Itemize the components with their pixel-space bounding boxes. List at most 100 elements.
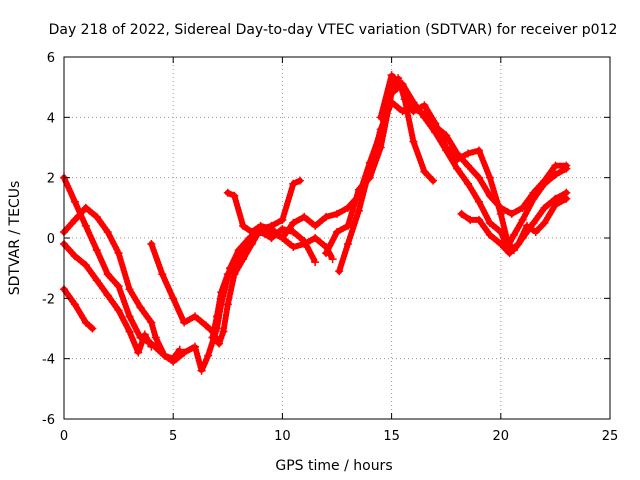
data-point <box>540 218 549 227</box>
data-point <box>81 261 90 270</box>
data-point <box>505 249 514 258</box>
data-point <box>523 221 532 230</box>
data-point <box>125 312 134 321</box>
series-line-markers <box>224 75 437 241</box>
data-point <box>175 345 184 354</box>
data-point <box>453 164 462 173</box>
data-point <box>267 224 276 233</box>
data-point <box>387 71 396 80</box>
data-point <box>398 107 407 116</box>
data-point <box>540 176 549 185</box>
series-track-5 <box>147 176 304 348</box>
data-point <box>136 303 145 312</box>
data-point <box>92 276 101 285</box>
data-point <box>223 270 232 279</box>
y-tick-label: -2 <box>42 292 55 307</box>
data-point <box>70 197 79 206</box>
data-point <box>457 209 466 218</box>
data-point <box>562 194 571 203</box>
x-tick-label: 5 <box>169 429 177 444</box>
data-point <box>245 237 254 246</box>
x-tick-label: 0 <box>60 429 68 444</box>
data-point <box>295 176 304 185</box>
data-point <box>551 161 560 170</box>
series-line-core <box>337 101 568 273</box>
data-point <box>442 143 451 152</box>
data-point <box>81 203 90 212</box>
data-point <box>256 221 265 230</box>
data-point <box>343 240 352 249</box>
data-point <box>201 321 210 330</box>
y-tick-label: 0 <box>47 232 55 247</box>
data-point <box>335 267 344 276</box>
data-point <box>485 173 494 182</box>
x-tick-label: 20 <box>493 429 510 444</box>
data-point <box>453 155 462 164</box>
data-point <box>333 209 341 218</box>
data-point <box>223 300 232 309</box>
data-point <box>518 203 527 212</box>
data-point <box>92 246 101 255</box>
data-point <box>289 179 298 188</box>
data-point <box>466 215 475 224</box>
series-line-markers <box>61 174 319 374</box>
x-tick-label: 15 <box>383 429 400 444</box>
y-axis-label: SDTVAR / TECUs <box>7 181 23 296</box>
data-point <box>300 212 309 221</box>
data-point <box>529 188 538 197</box>
data-point <box>215 339 224 348</box>
series-track-3 <box>60 240 156 357</box>
y-tick-label: 4 <box>47 111 55 126</box>
data-point <box>529 218 538 227</box>
data-point <box>300 240 309 249</box>
series-line-markers <box>209 225 336 341</box>
data-point <box>147 342 156 351</box>
data-point <box>81 318 90 327</box>
data-point <box>551 200 560 209</box>
data-point <box>333 227 341 236</box>
data-point <box>485 230 494 239</box>
data-point <box>409 107 418 116</box>
data-point <box>140 330 149 339</box>
data-point <box>474 146 483 155</box>
data-point <box>160 351 169 360</box>
data-point <box>88 324 97 333</box>
data-point <box>204 351 213 360</box>
data-point <box>70 252 79 261</box>
data-point <box>531 227 540 236</box>
data-point <box>191 342 200 351</box>
data-point <box>343 221 352 230</box>
data-point <box>230 191 239 200</box>
data-point <box>134 348 143 357</box>
data-point <box>247 227 256 236</box>
data-point <box>81 221 90 230</box>
data-point <box>507 209 516 218</box>
data-point <box>387 98 396 107</box>
chart-title: Day 218 of 2022, Sidereal Day-to-day VTE… <box>49 22 618 38</box>
data-point <box>514 240 523 249</box>
y-tick-label: 6 <box>47 51 55 66</box>
data-point <box>278 234 287 242</box>
series-line-markers <box>148 177 303 347</box>
data-point <box>311 258 320 267</box>
data-point <box>540 203 549 212</box>
series-line-core <box>62 206 182 360</box>
data-point <box>289 227 298 236</box>
series-track-1 <box>60 173 320 375</box>
data-point <box>311 234 320 242</box>
data-point <box>322 249 331 258</box>
data-point <box>114 249 123 258</box>
data-point <box>376 125 385 134</box>
data-point <box>239 221 248 230</box>
x-axis-label: GPS time / hours <box>275 458 392 474</box>
data-point <box>311 221 320 230</box>
data-point <box>114 282 123 291</box>
data-point <box>464 179 473 188</box>
data-point <box>409 137 418 146</box>
data-point <box>485 218 494 227</box>
data-point <box>103 291 112 300</box>
data-point <box>474 173 483 182</box>
data-point <box>420 167 429 176</box>
data-point <box>114 306 123 315</box>
